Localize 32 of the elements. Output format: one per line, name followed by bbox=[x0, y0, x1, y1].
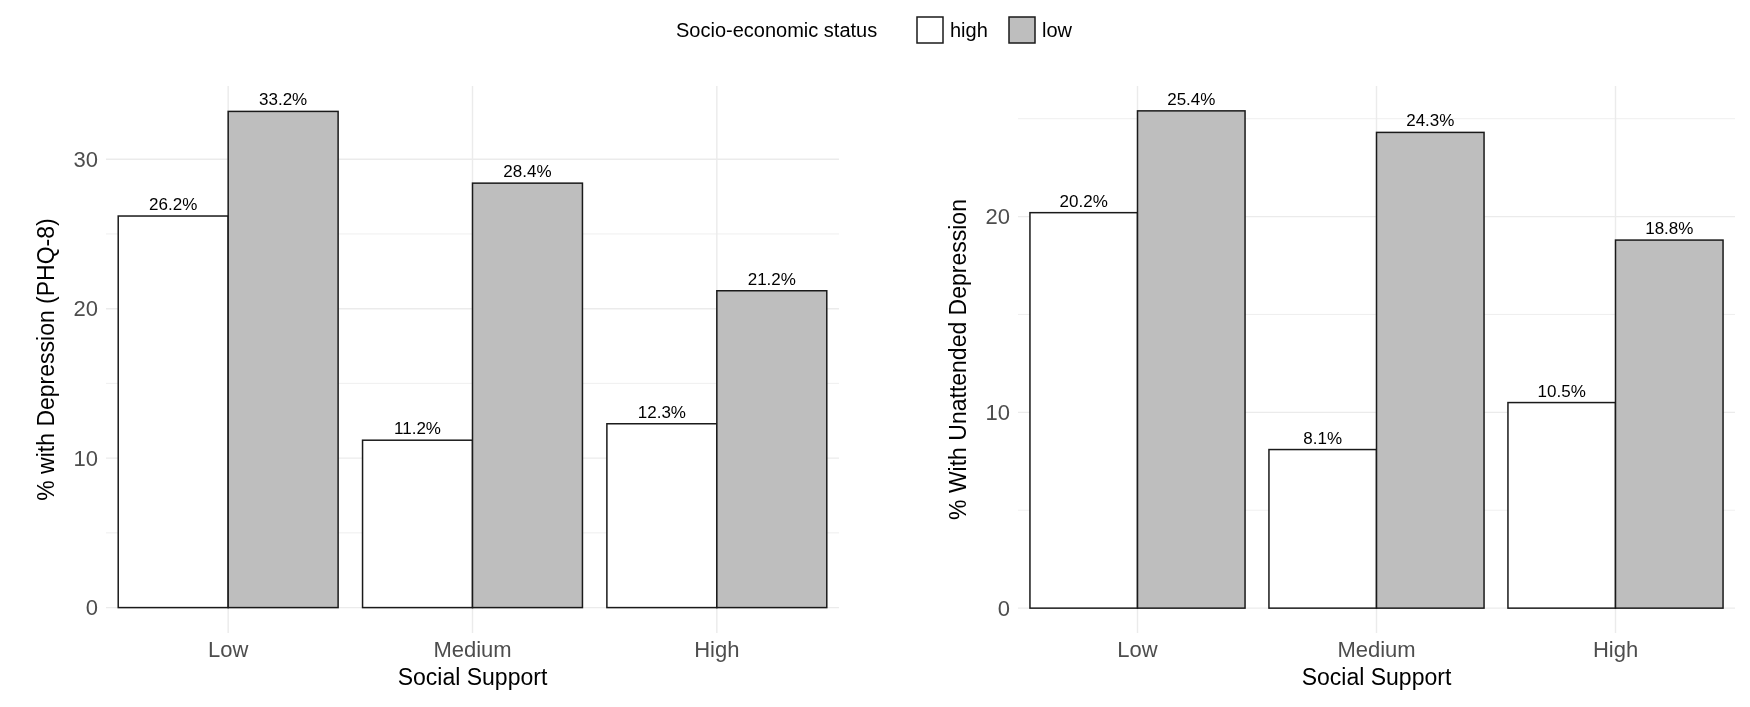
data-label: 21.2% bbox=[747, 269, 796, 289]
y-tick-label: 0 bbox=[997, 595, 1010, 621]
legend-label: low bbox=[1042, 19, 1073, 41]
y-tick-label: 20 bbox=[985, 204, 1010, 230]
y-tick-label: 30 bbox=[73, 146, 98, 172]
data-label: 33.2% bbox=[259, 90, 308, 110]
data-label: 10.5% bbox=[1537, 381, 1586, 401]
y-axis-title: % With Unattended Depression bbox=[945, 199, 971, 520]
data-label: 20.2% bbox=[1059, 191, 1108, 211]
y-tick-label: 20 bbox=[73, 296, 98, 322]
y-tick-label: 10 bbox=[985, 400, 1010, 426]
x-tick-label: High bbox=[1592, 637, 1639, 662]
y-tick-label: 0 bbox=[85, 595, 98, 621]
data-label: 11.2% bbox=[394, 419, 441, 439]
legend-label: high bbox=[950, 19, 988, 41]
x-axis-title: Social Support bbox=[1301, 664, 1452, 690]
x-tick-label: Low bbox=[207, 637, 249, 662]
y-tick-label: 10 bbox=[73, 445, 98, 471]
data-label: 18.8% bbox=[1645, 219, 1694, 239]
data-label: 25.4% bbox=[1167, 89, 1216, 109]
x-tick-label: Medium bbox=[433, 637, 512, 662]
data-label: 26.2% bbox=[149, 195, 198, 215]
data-label: 28.4% bbox=[503, 162, 552, 182]
x-tick-label: Low bbox=[1117, 637, 1158, 662]
data-label: 12.3% bbox=[637, 402, 686, 422]
x-axis-title: Social Support bbox=[397, 664, 548, 690]
data-label: 8.1% bbox=[1303, 428, 1343, 448]
y-axis-title: % with Depression (PHQ-8) bbox=[33, 218, 59, 501]
x-tick-label: High bbox=[694, 637, 740, 662]
legend-title: Socio-economic status bbox=[676, 19, 878, 41]
data-label: 24.3% bbox=[1406, 111, 1455, 131]
x-tick-label: Medium bbox=[1337, 637, 1416, 662]
